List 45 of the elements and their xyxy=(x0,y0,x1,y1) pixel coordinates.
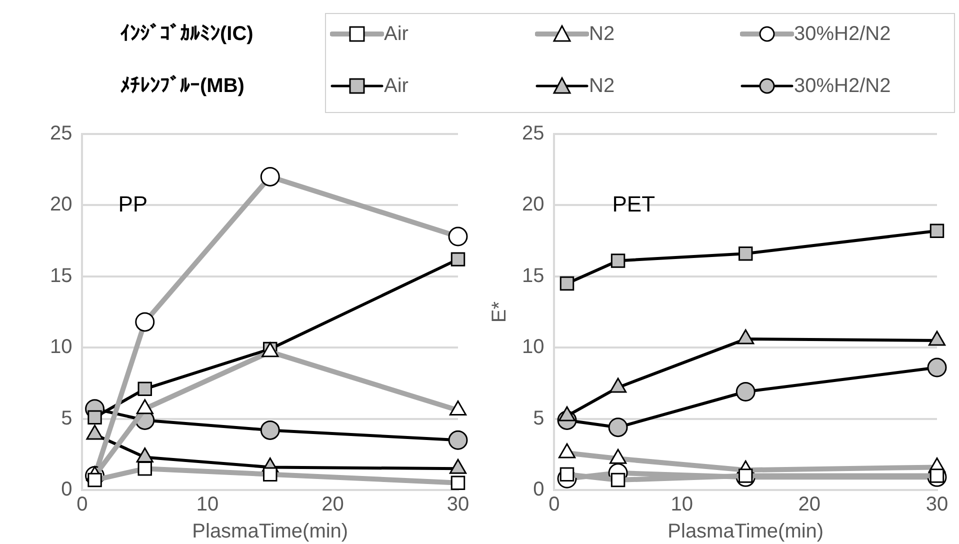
point xyxy=(138,382,152,396)
point xyxy=(610,254,626,268)
y-tick-label: 20 xyxy=(522,194,544,216)
text: ｲﾝｼﾞｺﾞｶﾙﾐﾝ(IC) xyxy=(120,22,254,46)
y-tick-label: 0 xyxy=(61,478,72,501)
legend-label: 30%H2/N2 xyxy=(794,22,891,46)
point xyxy=(927,358,947,378)
x-tick-label: 20 xyxy=(322,494,344,516)
y-axis-title: E* xyxy=(488,301,511,323)
point xyxy=(608,418,628,438)
y-tick-label: 5 xyxy=(533,407,544,430)
y-tick-label: 5 xyxy=(61,407,72,430)
x-tick-label: 20 xyxy=(798,494,821,516)
legend-label: 30%H2/N2 xyxy=(794,74,891,98)
x-tick-label: 30 xyxy=(446,494,470,516)
text: PET xyxy=(612,191,656,216)
point xyxy=(560,276,574,291)
legend-label: Air xyxy=(384,22,408,46)
x-tick-label: 10 xyxy=(670,494,693,516)
x-axis-title: PlasmaTime(min) xyxy=(668,520,824,543)
y-tick-label: 0 xyxy=(533,478,544,501)
legend-label: N2 xyxy=(589,74,615,98)
point xyxy=(450,252,466,266)
point xyxy=(260,420,280,440)
x-tick-label: 0 xyxy=(76,494,88,516)
text: ﾒﾁﾚﾝﾌﾞﾙｰ(MB) xyxy=(120,74,246,98)
x-tick-label: 0 xyxy=(548,494,560,516)
x-axis-title: PlasmaTime(min) xyxy=(192,520,348,543)
y-tick-label: 10 xyxy=(50,336,72,358)
point xyxy=(738,246,753,261)
point xyxy=(448,430,468,450)
point xyxy=(736,382,756,402)
y-tick-label: 20 xyxy=(50,194,72,216)
legend-label: Air xyxy=(384,74,408,98)
text: PP xyxy=(118,191,148,216)
y-tick-label: 25 xyxy=(50,122,72,145)
x-tick-label: 30 xyxy=(926,494,948,516)
legend-label: N2 xyxy=(589,22,615,46)
point xyxy=(88,410,102,424)
y-tick-label: 15 xyxy=(50,264,72,287)
y-tick-label: 10 xyxy=(522,336,544,358)
point xyxy=(930,224,944,238)
x-tick-label: 10 xyxy=(196,494,219,516)
y-tick-label: 15 xyxy=(522,264,544,287)
y-tick-label: 25 xyxy=(522,122,544,145)
